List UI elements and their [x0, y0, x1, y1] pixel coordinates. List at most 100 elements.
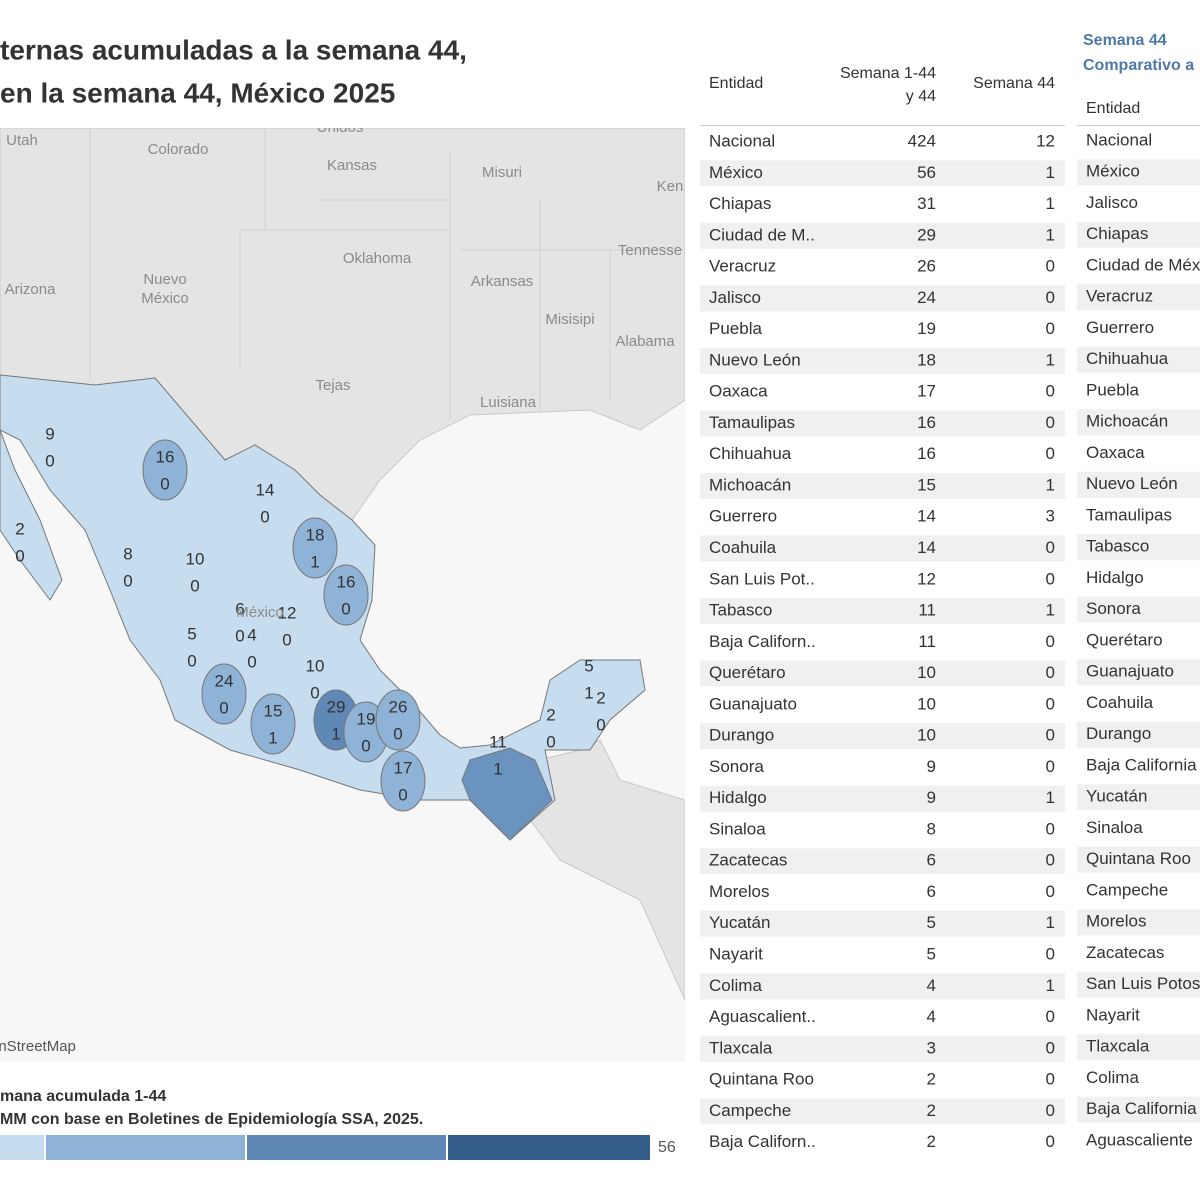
row-stripe — [700, 347, 1065, 374]
cell-name: Nacional — [709, 131, 775, 150]
cell-value: 19 — [917, 319, 936, 338]
cell-value: 12 — [1036, 131, 1055, 150]
row-stripe — [700, 535, 1065, 562]
cell-value: 1 — [1046, 194, 1055, 213]
cell-value: 31 — [917, 194, 936, 213]
cell-value: 5 — [927, 945, 936, 964]
cell-name: Oaxaca — [709, 382, 768, 401]
state-region — [142, 439, 188, 501]
cell-value: 16 — [917, 444, 936, 463]
place-label: Utah — [6, 132, 38, 149]
row-stripe — [700, 472, 1065, 499]
state-week: 0 — [546, 732, 555, 751]
cell-name: Colima — [709, 976, 762, 995]
row-stripe — [1077, 346, 1200, 373]
state-week: 0 — [341, 599, 350, 618]
cell-name: Aguascalient.. — [709, 1007, 816, 1026]
row-stripe — [1077, 1034, 1200, 1061]
state-week: 0 — [15, 546, 24, 565]
cell-name: Tabasco — [709, 601, 772, 620]
state-value: 9 — [45, 424, 54, 443]
cell-value: 0 — [1046, 882, 1055, 901]
place-label: Ken — [657, 178, 684, 195]
cell-name: Yucatán — [709, 913, 770, 932]
cell-value: 0 — [1046, 538, 1055, 557]
state-week: 0 — [393, 724, 402, 743]
cell-value: 17 — [917, 382, 936, 401]
cell-name: Colima — [1086, 1068, 1139, 1087]
cell-value: 18 — [917, 350, 936, 369]
rule — [700, 125, 1065, 126]
state-value: 16 — [156, 447, 175, 466]
rule — [1077, 125, 1200, 126]
state-region — [380, 750, 426, 812]
state-value: 14 — [256, 480, 275, 499]
table2-subtitle: Comparativo a — [1083, 57, 1194, 74]
cell-value: 0 — [1046, 945, 1055, 964]
state-value: 15 — [264, 701, 283, 720]
cell-name: Nuevo León — [1086, 474, 1178, 493]
us-borders — [89, 128, 685, 420]
cell-value: 14 — [917, 507, 936, 526]
cell-value: 10 — [917, 694, 936, 713]
cell-name: Jalisco — [709, 288, 761, 307]
cell-name: Tamaulipas — [1086, 505, 1172, 524]
place-label: Oklahoma — [343, 250, 412, 267]
baja — [0, 429, 63, 601]
cell-name: Guanajuato — [1086, 662, 1174, 681]
cell-value: 1 — [1046, 350, 1055, 369]
cell-name: Michoacán — [1086, 412, 1168, 431]
cell-value: 1 — [1046, 913, 1055, 932]
state-value: 5 — [187, 624, 196, 643]
place-label: Alabama — [615, 333, 675, 350]
state-week: 0 — [219, 698, 228, 717]
state-value: 6 — [235, 599, 244, 618]
state-week: 1 — [331, 724, 340, 743]
cell-name: San Luis Potos — [1086, 974, 1200, 993]
cell-value: 0 — [1046, 319, 1055, 338]
cell-name: Quintana Roo — [1086, 849, 1191, 868]
cell-value: 14 — [917, 538, 936, 557]
cell-value: 0 — [1046, 726, 1055, 745]
state-value: 16 — [337, 572, 356, 591]
cell-name: Jalisco — [1086, 193, 1138, 212]
cell-value: 0 — [1046, 757, 1055, 776]
row-stripe — [1077, 971, 1200, 998]
cell-name: Baja Californ.. — [709, 632, 816, 651]
cell-name: San Luis Pot.. — [709, 569, 815, 588]
cell-name: Guerrero — [709, 507, 777, 526]
cell-name: Sinaloa — [1086, 818, 1143, 837]
cell-name: Tamaulipas — [709, 413, 795, 432]
row-stripe — [1077, 659, 1200, 686]
cell-name: Zacatecas — [709, 851, 787, 870]
row-stripe — [1077, 909, 1200, 936]
cell-name: Nayarit — [1086, 1005, 1140, 1024]
cell-value: 10 — [917, 663, 936, 682]
row-stripe — [700, 848, 1065, 875]
cell-name: Hidalgo — [1086, 568, 1144, 587]
cell-value: 1 — [1046, 163, 1055, 182]
cell-value: 1 — [1046, 475, 1055, 494]
state-value: 4 — [247, 625, 256, 644]
cell-value: 0 — [1046, 694, 1055, 713]
row-stripe — [1077, 784, 1200, 811]
cell-value: 0 — [1046, 1132, 1055, 1151]
state-week: 0 — [310, 683, 319, 702]
cell-value: 4 — [927, 1007, 936, 1026]
state-value: 29 — [327, 697, 346, 716]
cell-value: 1 — [1046, 788, 1055, 807]
state-region — [250, 693, 296, 755]
state-week: 1 — [268, 728, 277, 747]
state-value: 5 — [584, 656, 593, 675]
row-stripe — [700, 285, 1065, 312]
cell-value: 0 — [1046, 569, 1055, 588]
cell-name: Tlaxcala — [709, 1038, 773, 1057]
attribution: enStreetMap — [0, 1038, 76, 1055]
state-week: 0 — [235, 626, 244, 645]
legend-title: mana acumulada 1-44 — [0, 1088, 166, 1105]
state-week: 1 — [493, 759, 502, 778]
cell-name: Campeche — [709, 1101, 791, 1120]
cell-value: 11 — [918, 632, 936, 651]
cell-value: 0 — [1046, 257, 1055, 276]
cell-name: Nuevo León — [709, 350, 801, 369]
